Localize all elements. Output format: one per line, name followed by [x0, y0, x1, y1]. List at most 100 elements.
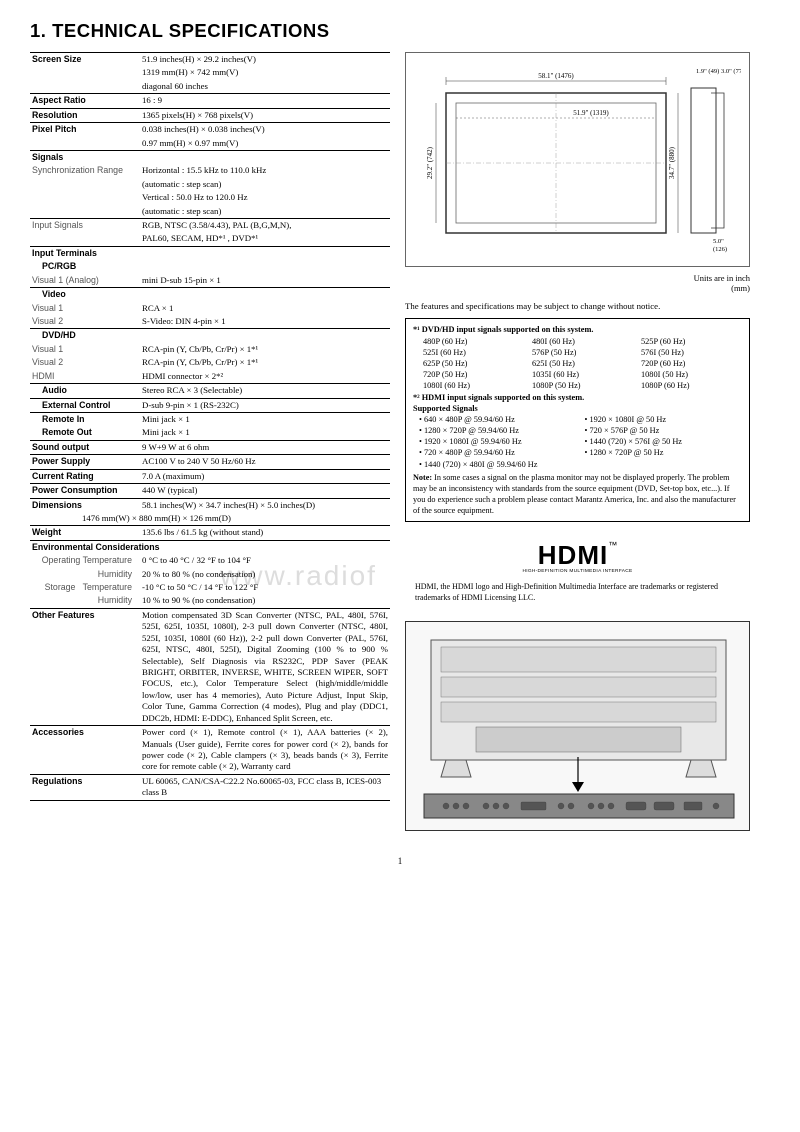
spec-value: Vertical : 50.0 Hz to 120.0 Hz	[140, 191, 390, 204]
spec-label: Regulations	[30, 774, 140, 800]
signal-item: • 1920 × 1080I @ 50 Hz	[585, 414, 743, 425]
dim-label: 58.1" (1476)	[538, 72, 574, 80]
signal-item	[585, 459, 743, 470]
features-note: The features and specifications may be s…	[405, 301, 750, 312]
signal-item: 480P (60 Hz)	[423, 336, 524, 347]
dim-label: 34.7" (880)	[668, 146, 676, 179]
spec-label: Input Terminals	[30, 246, 140, 260]
spec-label: Weight	[30, 526, 140, 540]
signal-item: 480I (60 Hz)	[532, 336, 633, 347]
signal-item: 1080P (60 Hz)	[641, 380, 742, 391]
signals-box: *¹ DVD/HD input signals supported on thi…	[405, 318, 750, 522]
spec-value: 7.0 A (maximum)	[140, 469, 390, 483]
spec-sublabel: Remote Out	[30, 426, 140, 440]
signal-item: • 640 × 480P @ 59.94/60 Hz	[419, 414, 577, 425]
signals-header: *¹ DVD/HD input signals supported on thi…	[413, 324, 742, 335]
spec-sublabel: Visual 2	[30, 315, 140, 329]
hdmi-note: HDMI, the HDMI logo and High-Definition …	[405, 582, 750, 603]
signal-item: • 1280 × 720P @ 59.94/60 Hz	[419, 425, 577, 436]
spec-label: Current Rating	[30, 469, 140, 483]
spec-label: Power Supply	[30, 455, 140, 469]
spec-value: PAL60, SECAM, HD*¹ , DVD*¹	[140, 232, 390, 246]
spec-label: Screen Size	[30, 53, 140, 67]
spec-value: Horizontal : 15.5 kHz to 110.0 kHz	[140, 164, 390, 177]
signals-header: Supported Signals	[413, 403, 742, 414]
signal-item: • 1920 × 1080I @ 59.94/60 Hz	[419, 436, 577, 447]
hdmi-block: HDMI™ HIGH-DEFINITION MULTIMEDIA INTERFA…	[405, 540, 750, 603]
hdmi-subtitle: HIGH-DEFINITION MULTIMEDIA INTERFACE	[522, 569, 632, 574]
signal-item: 576P (50 Hz)	[532, 347, 633, 358]
spec-sublabel: Operating Temperature	[30, 554, 140, 567]
spec-sublabel: Input Signals	[30, 219, 140, 233]
spec-value: Stereo RCA × 3 (Selectable)	[140, 384, 390, 398]
dimension-diagram: 58.1" (1476) 51.9" (1319) 29.2" (742) 34…	[405, 52, 750, 267]
spec-value: Mini jack × 1	[140, 412, 390, 426]
spec-value: 20 % to 80 % (no condensation)	[140, 568, 390, 581]
rear-diagram	[405, 621, 750, 831]
spec-sublabel: Remote In	[30, 412, 140, 426]
spec-sublabel: Storage Temperature	[30, 581, 140, 594]
signal-item: 1035I (60 Hz)	[532, 369, 633, 380]
signal-item: 1080I (50 Hz)	[641, 369, 742, 380]
signal-item: • 1440 (720) × 480I @ 59.94/60 Hz	[419, 459, 577, 470]
spec-label: Power Consumption	[30, 484, 140, 498]
spec-value: Motion compensated 3D Scan Converter (NT…	[140, 608, 390, 725]
spec-table: Screen Size51.9 inches(H) × 29.2 inches(…	[30, 52, 390, 803]
spec-value: 10 % to 90 % (no condensation)	[140, 594, 390, 608]
spec-value: 0.038 inches(H) × 0.038 inches(V)	[140, 123, 390, 137]
spec-value: mini D-sub 15-pin × 1	[140, 274, 390, 288]
spec-sublabel: Visual 1 (Analog)	[30, 274, 140, 288]
page-number: 1	[30, 856, 770, 866]
spec-label: Resolution	[30, 108, 140, 122]
spec-value: 440 W (typical)	[140, 484, 390, 498]
spec-sublabel: Humidity	[30, 594, 140, 608]
spec-value: (automatic : step scan)	[140, 178, 390, 191]
signal-item: 576I (50 Hz)	[641, 347, 742, 358]
spec-label: Other Features	[30, 608, 140, 725]
spec-value: RGB, NTSC (3.58/4.43), PAL (B,G,M,N),	[140, 219, 390, 233]
page-title: 1. TECHNICAL SPECIFICATIONS	[30, 20, 770, 42]
signals-header: *² HDMI input signals supported on this …	[413, 392, 742, 403]
spec-value: AC100 V to 240 V 50 Hz/60 Hz	[140, 455, 390, 469]
signal-item: 1080P (50 Hz)	[532, 380, 633, 391]
signal-item: 1080I (60 Hz)	[423, 380, 524, 391]
supported-grid: • 640 × 480P @ 59.94/60 Hz • 1920 × 1080I…	[419, 414, 742, 470]
spec-sublabel: DVD/HD	[30, 329, 140, 343]
signal-item: 720P (50 Hz)	[423, 369, 524, 380]
dim-label: 1.9" (49)	[696, 68, 719, 75]
dim-label: 3.0" (77)	[721, 68, 741, 75]
signal-item: 720P (60 Hz)	[641, 358, 742, 369]
spec-value: Mini jack × 1	[140, 426, 390, 440]
spec-sublabel: Visual 1	[30, 343, 140, 356]
spec-sublabel: Video	[30, 288, 140, 302]
spec-value: diagonal 60 inches	[140, 80, 390, 94]
spec-value: D-sub 9-pin × 1 (RS-232C)	[140, 398, 390, 412]
spec-value: RCA-pin (Y, Cb/Pb, Cr/Pr) × 1*¹	[140, 343, 390, 356]
tm-symbol: ™	[608, 540, 617, 550]
signals-grid: 480P (60 Hz)480I (60 Hz)525P (60 Hz)525I…	[423, 336, 742, 392]
dim-label: 5.0"	[713, 238, 724, 245]
spec-value: HDMI connector × 2*²	[140, 370, 390, 384]
spec-value: 135.6 lbs / 61.5 kg (without stand)	[140, 526, 390, 540]
spec-value: UL 60065, CAN/CSA-C22.2 No.60065-03, FCC…	[140, 774, 390, 800]
spec-value: 1476 mm(W) × 880 mm(H) × 126 mm(D)	[30, 512, 390, 526]
signal-item: 625P (50 Hz)	[423, 358, 524, 369]
spec-value: RCA × 1	[140, 302, 390, 315]
spec-value: Power cord (× 1), Remote control (× 1), …	[140, 726, 390, 775]
dim-label: (126)	[713, 246, 727, 253]
signal-item: • 720 × 480P @ 59.94/60 Hz	[419, 447, 577, 458]
spec-label: Signals	[30, 150, 140, 164]
spec-label: Pixel Pitch	[30, 123, 140, 137]
spec-label: Environmental Considerations	[30, 540, 390, 554]
hdmi-logo: HDMI	[538, 540, 608, 570]
signal-item: • 720 × 576P @ 50 Hz	[585, 425, 743, 436]
spec-value: 1319 mm(H) × 742 mm(V)	[140, 66, 390, 79]
dim-label: 29.2" (742)	[426, 146, 434, 179]
spec-sublabel: Synchronization Range	[30, 164, 140, 177]
right-column: 58.1" (1476) 51.9" (1319) 29.2" (742) 34…	[405, 52, 750, 831]
spec-value: 0 °C to 40 °C / 32 °F to 104 °F	[140, 554, 390, 567]
spec-value: RCA-pin (Y, Cb/Pb, Cr/Pr) × 1*¹	[140, 356, 390, 369]
signal-item: • 1280 × 720P @ 50 Hz	[585, 447, 743, 458]
spec-value: (automatic : step scan)	[140, 205, 390, 219]
spec-sublabel: External Control	[30, 398, 140, 412]
